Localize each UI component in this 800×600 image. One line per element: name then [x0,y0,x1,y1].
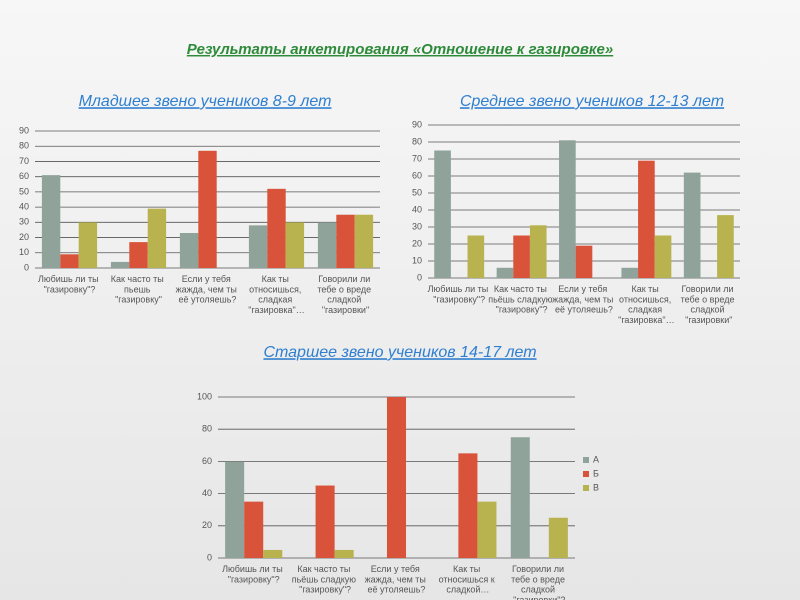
legend-swatch [583,471,589,477]
y-tick-label: 60 [202,456,212,466]
bar [147,208,167,268]
y-tick-label: 90 [412,119,422,129]
bar [244,501,264,558]
x-tick-label: Как часто ты пьёшь сладкую "газировку"? [292,564,359,595]
y-tick-label: 50 [412,187,422,197]
x-tick-label: Говорили ли тебе о вреде сладкой "газиро… [511,564,567,600]
bar [621,267,639,278]
legend-swatch [583,457,589,463]
x-tick-label: Если у тебя жажда, чем ты её утоляешь? [365,564,429,595]
bar [285,222,305,268]
bar [529,225,547,278]
y-tick-label: 40 [412,204,422,214]
y-tick-label: 20 [202,520,212,530]
bar [510,437,530,558]
x-tick-label: Если у тебя жажда, чем ты её утоляешь? [176,274,240,305]
legend-label: А [593,454,599,464]
bar [638,160,655,278]
bar [179,232,199,268]
y-tick-label: 0 [207,552,212,562]
bar [248,225,268,268]
bar [198,150,217,268]
chart-title: Старшее звено учеников 14-17 лет [263,344,536,361]
y-tick-label: 10 [19,247,29,257]
x-tick-label: Как ты относишься, сладкая "газировка"… [618,284,674,325]
bar [334,549,354,558]
bar [317,222,337,268]
bar [129,242,148,268]
x-tick-label: Любишь ли ты "газировку"? [222,564,285,584]
y-tick-label: 60 [19,171,29,181]
y-tick-label: 70 [19,156,29,166]
y-tick-label: 0 [417,272,422,282]
y-tick-label: 80 [412,136,422,146]
bar [354,214,374,268]
y-tick-label: 50 [19,186,29,196]
bar [477,501,497,558]
chart-title: Младшее звено учеников 8-9 лет [79,93,332,110]
bar [225,461,245,558]
legend-label: Б [593,468,599,478]
bar [717,215,734,278]
y-tick-label: 30 [19,217,29,227]
chart-title: Среднее звено учеников 12-13 лет [460,93,724,110]
bar [434,150,451,278]
bar [336,214,355,268]
y-tick-label: 40 [19,201,29,211]
bar [683,172,701,278]
legend-label: В [593,482,599,492]
bar [60,254,79,268]
x-tick-label: Любишь ли ты "газировку"? [38,274,101,294]
bar [559,140,576,278]
bar [458,453,478,558]
x-tick-label: Как часто ты пьёшь сладкую "газировку"? [488,284,555,315]
bar [263,549,283,558]
y-tick-label: 60 [412,170,422,180]
x-tick-label: Как ты относишься, сладкая "газировка"… [248,274,304,315]
bar [496,267,514,278]
bar [575,245,593,278]
x-tick-label: Говорили ли тебе о вреде сладкой "газиро… [681,284,737,325]
y-tick-label: 40 [202,488,212,498]
bar [548,517,568,558]
bar [654,235,672,278]
bar [78,222,98,268]
x-tick-label: Как ты относишься к сладкой… [439,564,498,595]
y-tick-label: 90 [19,125,29,135]
bar [267,188,286,268]
y-tick-label: 80 [202,424,212,434]
bar [467,235,485,278]
legend-swatch [583,485,589,491]
y-tick-label: 20 [19,232,29,242]
bar [41,175,61,268]
y-tick-label: 80 [19,141,29,151]
bar [110,261,130,268]
x-tick-label: Говорили ли тебе о вреде сладкой "газиро… [317,274,373,315]
x-tick-label: Если у тебя жажда, чем ты её утоляешь? [552,284,616,315]
y-tick-label: 20 [412,238,422,248]
y-tick-label: 100 [197,391,212,401]
x-tick-label: Как часто ты пьешь "газировку" [111,274,167,305]
bar [513,235,530,278]
slide-title: Результаты анкетирования «Отношение к га… [187,41,613,58]
x-tick-label: Любишь ли ты "газировку"? [428,284,491,304]
y-tick-label: 0 [24,262,29,272]
bar [315,485,335,558]
bar [386,397,407,558]
y-tick-label: 30 [412,221,422,231]
y-tick-label: 70 [412,153,422,163]
y-tick-label: 10 [412,255,422,265]
